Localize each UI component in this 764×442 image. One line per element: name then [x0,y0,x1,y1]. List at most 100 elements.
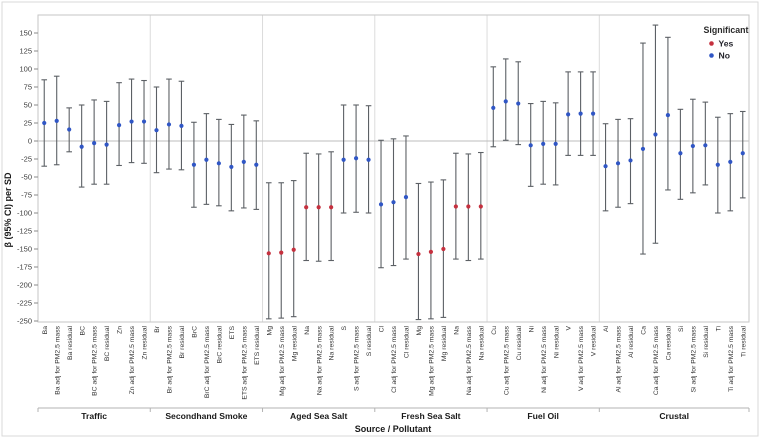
point-dot [129,119,134,124]
point-dot [453,204,458,209]
item-label: Al residual [628,326,635,358]
item-label: V [566,326,573,331]
item-label: V residual [591,326,598,357]
point-dot [503,99,508,104]
y-tick-label: -175 [17,263,32,272]
point-dot [154,128,159,133]
item-label: Na [453,326,460,335]
y-axis-title: β (95% CI) per SD [3,172,13,248]
item-label: Br [154,325,161,333]
item-label: Zn adj for PM2.5 mass [129,325,136,394]
point-dot [391,200,396,205]
item-label: ETS residual [254,326,261,365]
point-dot [179,123,184,128]
item-label: Ni [528,326,535,333]
point-dot [116,123,122,128]
point-dot [166,122,172,127]
legend-no-label: No [719,51,730,61]
y-tick-label: -50 [21,173,32,182]
item-label: Si [678,326,685,333]
item-label: Mg adj for PM2.5 mass [429,325,436,395]
legend-no-dot-icon [709,53,714,58]
figure-border [1,1,759,437]
point-dot [690,143,695,149]
legend-yes-dot-icon [709,41,714,46]
point-dot [628,158,633,163]
item-label: Ca residual [666,326,673,361]
group-label: Aged Sea Salt [290,411,347,421]
item-label: Al [603,326,610,333]
item-label: BrC adj for PM2.5 mass [204,325,211,398]
point-dot [191,162,197,167]
item-label: Ti residual [740,326,747,358]
item-label: Cl adj for PM2.5 mass [391,325,398,392]
point-dot [665,112,671,118]
point-dot [241,159,246,164]
point-dot [678,151,683,156]
point-dot [104,142,109,147]
item-label: Mg [266,326,273,336]
item-label: Ni residual [553,326,560,359]
item-label: Mg adj for PM2.5 mass [279,325,286,395]
point-dot [141,119,147,124]
plot-area: -250-225-200-175-150-125-100-75-50-25025… [17,14,750,421]
y-tick-label: -100 [17,209,32,218]
y-tick-label: -225 [17,299,32,308]
point-dot [329,205,334,210]
point-dot [54,118,59,123]
point-dot [603,164,608,169]
item-label: BC adj for PM2.5 mass [92,325,99,395]
item-label: BC [79,326,86,336]
legend-yes-label: Yes [719,39,734,49]
item-label: BC residual [104,326,111,362]
item-label: Si residual [703,326,710,358]
item-label: S adj for PM2.5 mass [354,325,361,391]
item-label: Si adj for PM2.5 mass [690,325,697,392]
item-label: Ni adj for PM2.5 mass [541,325,548,392]
point-dot [728,159,733,164]
point-dot [378,202,384,207]
y-tick-label: -250 [17,317,32,326]
item-label: Ti adj for PM2.5 mass [728,325,735,391]
item-label: Ca adj for PM2.5 mass [653,325,660,395]
item-label: Ba [42,326,49,335]
item-label: ETS [229,326,236,340]
point-dot [353,156,359,161]
item-label: BrC residual [216,326,223,364]
point-dot [541,141,546,146]
item-label: Na adj for PM2.5 mass [316,325,323,395]
group-label: Secondhand Smoke [165,411,247,421]
item-label: Na residual [329,326,336,361]
point-dot [341,157,346,162]
y-tick-label: -200 [17,281,32,290]
group-label: Fresh Sea Salt [401,411,460,421]
point-dot [553,141,558,146]
y-tick-label: 75 [24,83,32,92]
point-dot [516,101,521,106]
point-dot [291,247,296,252]
y-tick-label: 0 [28,137,32,146]
legend-title: Significant [704,25,749,35]
point-dot [441,246,446,252]
y-tick-label: 100 [19,65,32,74]
item-label: Cl residual [404,326,411,359]
x-axis-title: Source / Pollutant [355,424,432,434]
point-dot [615,161,621,166]
y-tick-label: 150 [19,29,32,38]
item-label: Zn residual [142,326,149,360]
point-dot [640,146,646,152]
item-label: Cl [379,326,386,333]
point-dot [466,204,471,209]
point-dot [42,120,47,126]
point-dot [566,112,571,117]
point-dot [216,161,221,166]
group-label: Traffic [81,411,107,421]
point-dot [491,105,496,110]
point-dot [528,143,533,148]
item-label: Na residual [478,326,485,361]
y-tick-label: -150 [17,245,32,254]
point-dot [428,249,434,254]
point-dot [229,164,234,170]
item-label: Na [304,326,311,335]
